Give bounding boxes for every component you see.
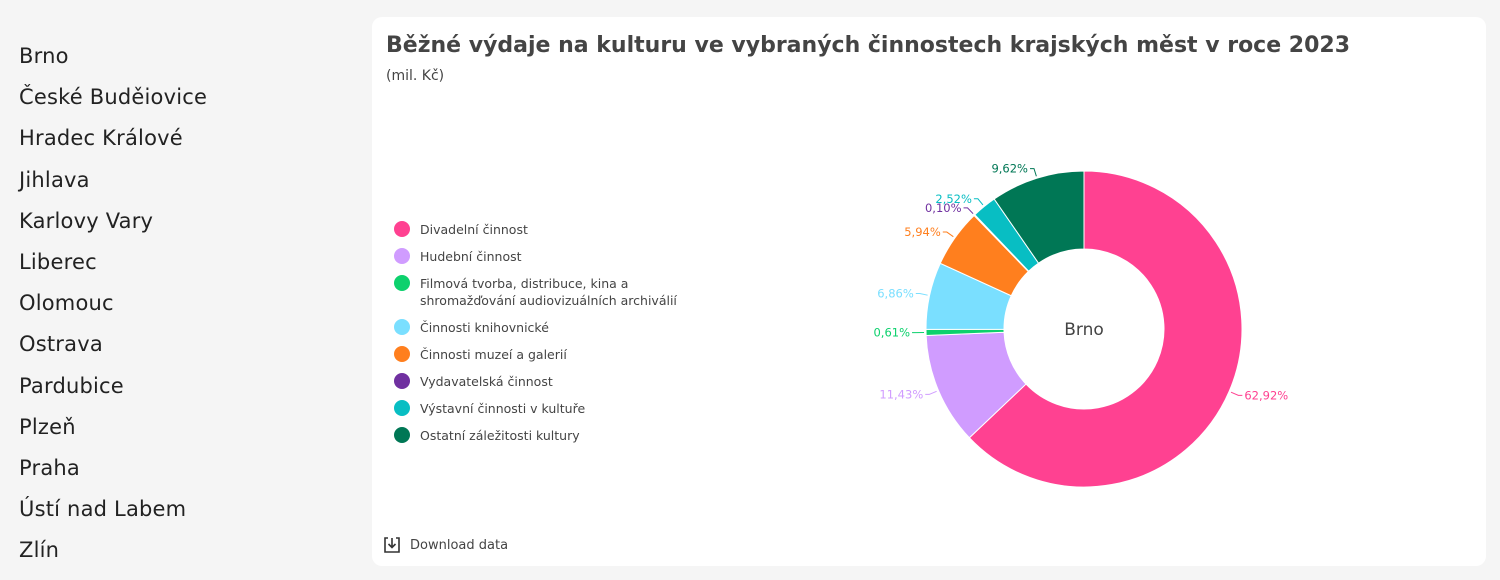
legend-label: Hudební činnost: [420, 248, 522, 265]
data-label-connector: [963, 207, 974, 215]
legend-label: Filmová tvorba, distribuce, kina a shroma…: [420, 275, 677, 309]
download-data-button[interactable]: Download data: [383, 536, 508, 554]
legend-label-line: Divadelní činnost: [420, 222, 528, 237]
legend-label: Divadelní činnost: [420, 221, 528, 238]
legend-item[interactable]: Divadelní činnost: [394, 221, 677, 238]
legend-dot-icon: [394, 221, 410, 237]
donut-slice[interactable]: [993, 170, 1085, 264]
data-label: 11,43%: [879, 387, 923, 401]
city-link[interactable]: Olomouc: [19, 291, 114, 316]
city-list: Brno České Buděiovice Hradec Králové Jihlav…: [19, 38, 207, 573]
city-link[interactable]: Pardubice: [19, 373, 124, 398]
legend-item[interactable]: Činnosti muzeí a galerií: [394, 346, 677, 363]
city-link[interactable]: Brno: [19, 44, 69, 68]
legend-item[interactable]: Výstavní činnosti v kultuře: [394, 400, 677, 417]
city-link[interactable]: Jihlava: [19, 167, 90, 192]
download-label: Download data: [410, 537, 509, 553]
data-label-connector: [915, 292, 928, 296]
donut-slice[interactable]: [968, 170, 1243, 488]
legend-label: Činnosti knihovnické: [420, 319, 549, 336]
legend-dot-icon: [394, 346, 410, 362]
legend-label-line: Vydavatelská činnost: [420, 374, 553, 389]
city-link[interactable]: Hradec Králové: [19, 126, 183, 151]
legend-dot-icon: [394, 427, 410, 443]
legend-dot-icon: [394, 248, 410, 264]
legend-item[interactable]: Vydavatelská činnost: [394, 373, 677, 390]
legend-label-line: Ostatní záležitosti kultury: [420, 428, 580, 443]
legend-dot-icon: [394, 275, 410, 291]
city-link[interactable]: Ostrava: [19, 332, 103, 357]
city-link[interactable]: Zlín: [19, 538, 60, 563]
download-icon: [384, 537, 400, 553]
data-label: 9,62%: [991, 162, 1028, 176]
legend-label-line: Hudební činnost: [420, 249, 522, 264]
data-label-connector: [973, 198, 984, 206]
chart-card: Běžné výdaje na kulturu ve vybraných čin…: [372, 17, 1486, 566]
legend-label: Výstavní činnosti v kultuře: [420, 400, 585, 417]
legend-item[interactable]: Filmová tvorba, distribuce, kina a shroma…: [394, 275, 677, 309]
legend-label: Ostatní záležitosti kultury: [420, 427, 580, 444]
legend-item[interactable]: Činnosti knihovnické: [394, 319, 677, 336]
legend-dot-icon: [394, 373, 410, 389]
data-label-connector: [1230, 391, 1243, 396]
city-link[interactable]: České Buděiovice: [19, 85, 208, 110]
legend-dot-icon: [394, 400, 410, 416]
data-label: 5,94%: [904, 225, 941, 239]
city-link[interactable]: Karlovy Vary: [19, 208, 154, 233]
legend-label: Vydavatelská činnost: [420, 373, 553, 390]
legend-label-line: Činnosti knihovnické: [420, 320, 549, 335]
city-link[interactable]: Liberec: [19, 249, 97, 274]
data-label: 6,86%: [877, 286, 914, 300]
legend-item[interactable]: Hudební činnost: [394, 248, 677, 265]
legend-dot-icon: [394, 319, 410, 335]
data-label-connector: [925, 390, 937, 395]
legend-label-line: Činnosti muzeí a galerií: [420, 347, 567, 362]
legend-item[interactable]: Ostatní záležitosti kultury: [394, 427, 677, 444]
data-label-connector: [1029, 168, 1037, 177]
data-label-connector: [942, 231, 954, 238]
city-link[interactable]: Plzeň: [19, 414, 76, 439]
data-label: 2,52%: [935, 192, 972, 206]
legend: Divadelní činnost Hudební činnost Filmová …: [394, 221, 677, 454]
chart-title: Běžné výdaje na kulturu ve vybraných čin…: [386, 33, 1351, 58]
legend-label: Činnosti muzeí a galerií: [420, 346, 567, 363]
legend-label-line: shromažďování audiovizuálních archiválií: [420, 293, 677, 308]
data-label: 0,10%: [925, 201, 962, 215]
city-link[interactable]: Ústí nad Labem: [19, 497, 187, 522]
donut-chart: 62,92% 11,43% 0,61% 6,86% 5,94% 0,10%2,52% 9,6…: [873, 162, 1288, 488]
data-label: 62,92%: [1244, 388, 1288, 402]
city-link[interactable]: Praha: [19, 455, 80, 480]
center-label: Brno: [1064, 320, 1104, 340]
chart-subtitle: (mil. Kč): [386, 68, 445, 84]
data-label: 0,61%: [873, 326, 910, 340]
legend-label-line: Filmová tvorba, distribuce, kina a: [420, 276, 629, 291]
legend-label-line: Výstavní činnosti v kultuře: [420, 401, 586, 416]
